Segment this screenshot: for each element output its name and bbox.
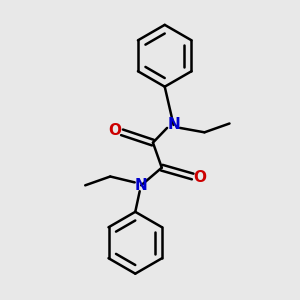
Text: O: O <box>108 123 121 138</box>
Text: N: N <box>135 178 148 193</box>
Text: N: N <box>167 118 180 133</box>
Text: O: O <box>194 170 207 185</box>
